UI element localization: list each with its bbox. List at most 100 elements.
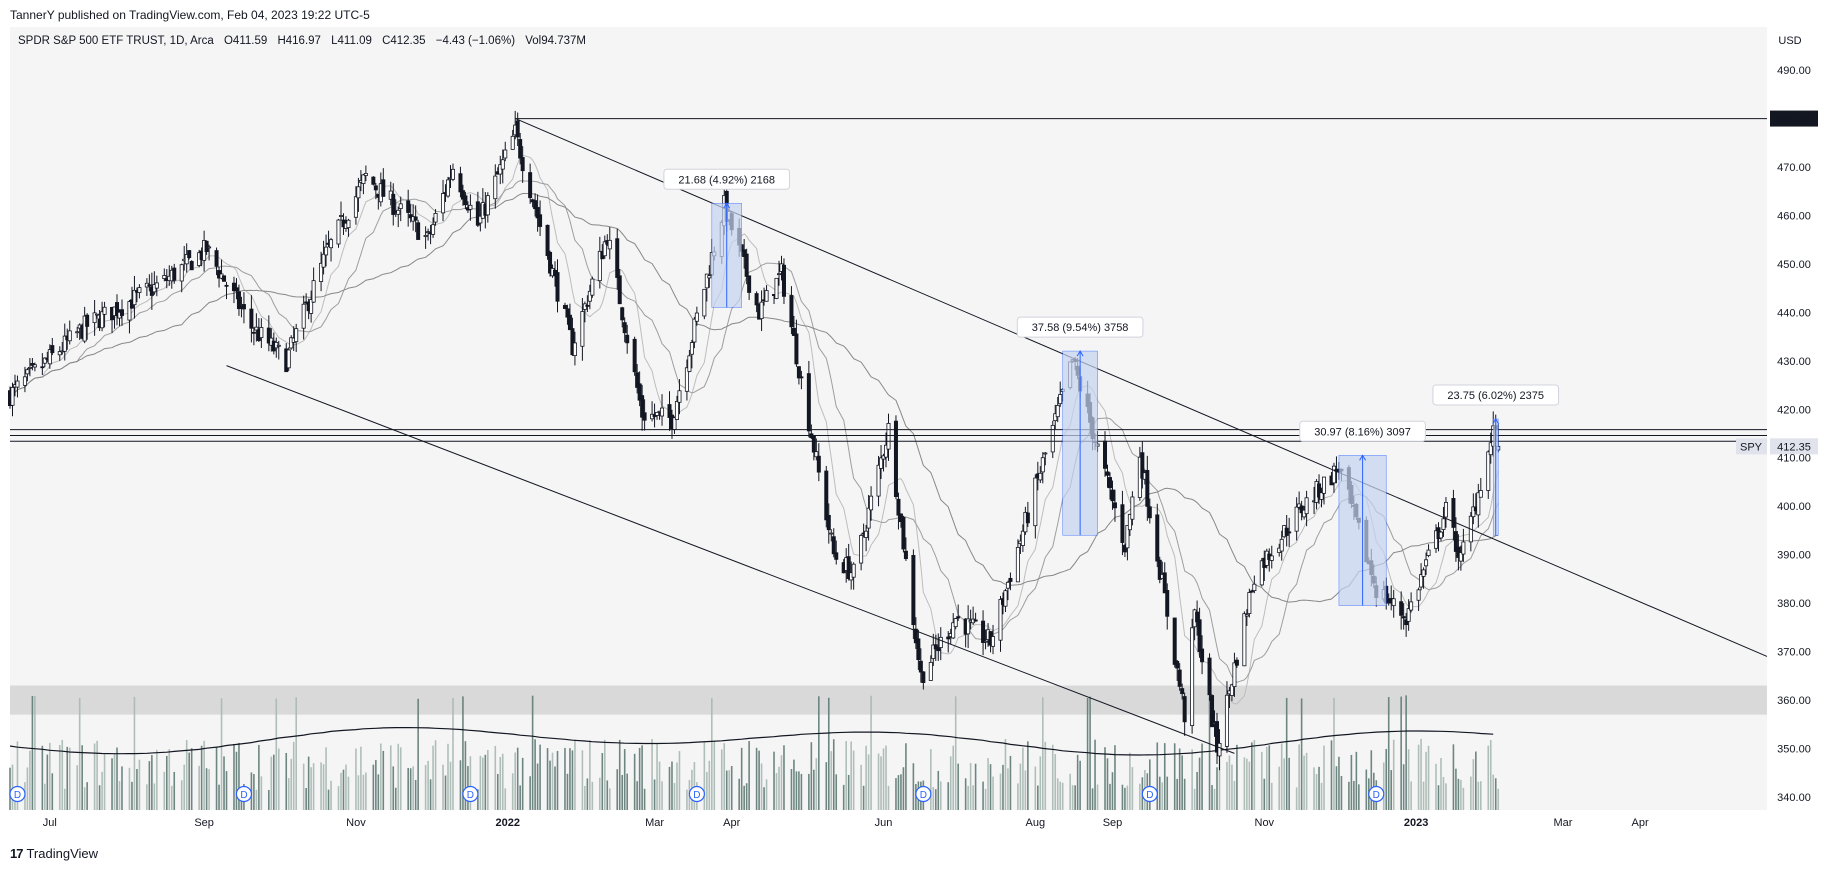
volume-bar — [307, 756, 310, 810]
dividend-marker-icon[interactable] — [235, 785, 253, 803]
dividend-marker-icon[interactable] — [9, 785, 26, 803]
volume-bar — [1497, 788, 1500, 810]
measure-arrowhead-1 — [1076, 350, 1084, 357]
volume-bar — [641, 745, 643, 810]
volume-bar — [686, 789, 688, 810]
measure-label-3: 23.75 (6.02%) 2375 — [1447, 390, 1544, 402]
volume-bar — [1387, 697, 1390, 810]
volume-bar — [514, 752, 516, 810]
candle-body — [62, 335, 67, 352]
volume-bar — [153, 783, 156, 810]
volume-bar — [574, 739, 576, 810]
dividend-marker-icon[interactable] — [462, 785, 479, 803]
volume-bar — [1176, 778, 1178, 810]
volume-bar — [1149, 759, 1151, 810]
volume-bar — [1263, 778, 1266, 810]
volume-bar — [1061, 782, 1064, 810]
dividend-marker-label: D — [1146, 790, 1153, 801]
volume-bar — [818, 696, 820, 810]
candle-body — [485, 195, 490, 216]
volume-bar — [494, 745, 497, 810]
volume-bar — [1126, 785, 1129, 810]
tradingview-brand: TradingView — [26, 846, 99, 861]
volume-bar — [835, 774, 838, 810]
candle-body — [1195, 611, 1200, 623]
volume-bar — [375, 760, 377, 810]
candle-body — [1197, 619, 1202, 653]
candle-body — [1229, 684, 1234, 696]
volume-bar — [1305, 752, 1308, 810]
volume-bar — [1285, 697, 1288, 810]
volume-bar — [982, 781, 984, 810]
volume-bar — [1462, 787, 1465, 810]
candle-body — [1162, 572, 1167, 594]
volume-bar — [1407, 749, 1410, 810]
candle-body — [602, 241, 607, 257]
dividend-marker-icon[interactable] — [1141, 785, 1158, 803]
candle-body — [1005, 581, 1010, 589]
volume-bar — [41, 745, 44, 810]
candle-body — [1177, 669, 1182, 687]
volume-bar — [778, 766, 780, 810]
volume-bar — [1111, 772, 1114, 810]
candle-body — [1025, 512, 1030, 524]
volume-bar — [205, 768, 208, 810]
dividend-marker-icon[interactable] — [688, 785, 705, 803]
volume-bar — [325, 747, 327, 810]
candle-body — [911, 554, 916, 626]
candle-body — [704, 273, 709, 289]
volume-bar — [1338, 756, 1340, 810]
volume-bar — [320, 762, 322, 810]
volume-bar — [1283, 758, 1285, 810]
volume-bar — [706, 772, 708, 810]
volume-bar — [723, 743, 726, 810]
volume-bar — [392, 766, 395, 810]
volume-bar — [1037, 785, 1039, 810]
volume-bar — [1114, 745, 1116, 810]
volume-bar — [972, 785, 974, 810]
dividend-marker-icon[interactable] — [915, 785, 932, 803]
x-tick-label: Sep — [1103, 817, 1123, 829]
volume-bar — [76, 765, 78, 810]
volume-bar — [1196, 771, 1198, 810]
volume-bar — [1440, 758, 1442, 810]
candle-body — [503, 149, 508, 159]
candle-body — [622, 322, 627, 334]
volume-bar — [728, 770, 731, 810]
volume-bar — [1477, 781, 1480, 810]
volume-bar — [173, 771, 176, 810]
candle-body — [1224, 694, 1229, 747]
candle-body — [311, 280, 316, 303]
volume-bar — [765, 779, 768, 810]
candle-body — [966, 618, 971, 635]
volume-bar — [1335, 766, 1338, 810]
candle-body — [824, 470, 829, 521]
volume-bar — [1435, 763, 1437, 810]
tradingview-footer[interactable]: 17 TradingView — [10, 846, 98, 861]
volume-bar — [1121, 784, 1124, 810]
volume-bar — [1400, 696, 1402, 810]
candle-body — [137, 287, 142, 293]
volume-bar — [1340, 775, 1343, 810]
candle-body — [1247, 592, 1252, 614]
candle-body — [642, 412, 647, 421]
dividend-marker-icon[interactable] — [1368, 785, 1385, 803]
volume-bar — [589, 740, 591, 810]
volume-bar — [1355, 751, 1358, 810]
volume-bar — [676, 762, 678, 810]
candle-body — [416, 222, 421, 240]
volume-bar — [1131, 767, 1134, 810]
candle-body — [796, 366, 801, 379]
volume-bar — [775, 772, 778, 810]
volume-bar — [355, 748, 357, 810]
candle-body — [799, 376, 804, 379]
volume-bar — [571, 750, 574, 810]
volume-bar — [310, 767, 312, 810]
candle-body — [1471, 506, 1476, 518]
legend-open: O411.59 — [223, 35, 268, 47]
candle-body — [460, 190, 465, 200]
price-axis[interactable] — [1767, 27, 1834, 810]
volume-bar — [825, 762, 828, 810]
volume-bar — [1318, 766, 1320, 810]
